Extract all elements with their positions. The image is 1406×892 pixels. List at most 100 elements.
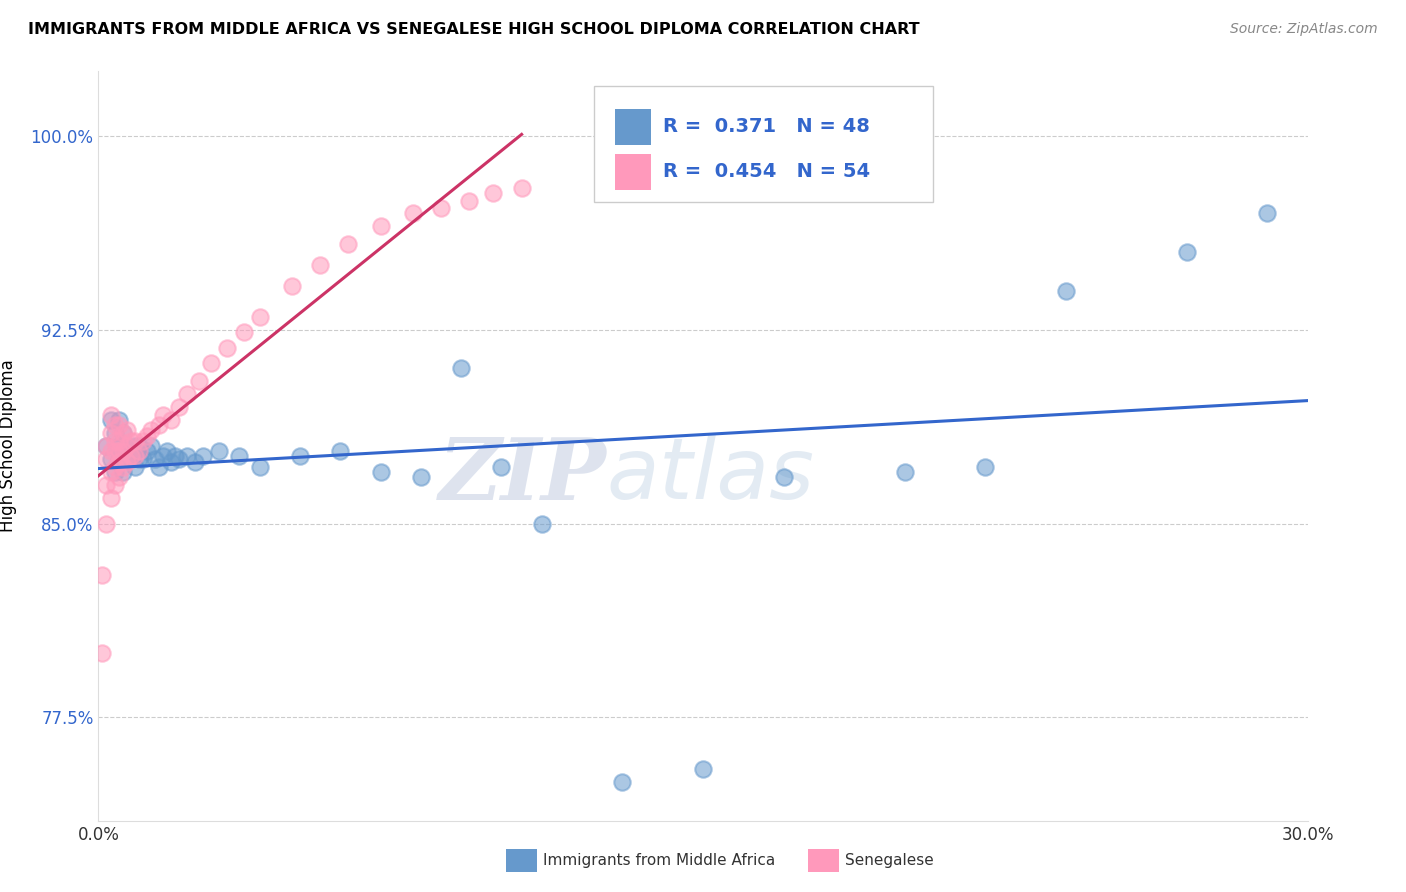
Y-axis label: High School Diploma: High School Diploma <box>0 359 17 533</box>
Text: IMMIGRANTS FROM MIDDLE AFRICA VS SENEGALESE HIGH SCHOOL DIPLOMA CORRELATION CHAR: IMMIGRANTS FROM MIDDLE AFRICA VS SENEGAL… <box>28 22 920 37</box>
Point <box>337 237 360 252</box>
Text: R =  0.454   N = 54: R = 0.454 N = 54 <box>664 161 870 180</box>
Point <box>100 408 122 422</box>
Point <box>228 450 250 464</box>
Point <box>91 568 114 582</box>
Point <box>1256 206 1278 220</box>
Point <box>103 444 125 458</box>
Point <box>107 470 129 484</box>
Point <box>103 459 125 474</box>
Point <box>103 434 125 448</box>
Point <box>115 454 138 468</box>
Text: Senegalese: Senegalese <box>845 854 934 868</box>
Point <box>115 439 138 453</box>
Point <box>103 426 125 441</box>
Point <box>111 426 134 441</box>
Text: ZIP: ZIP <box>439 434 606 517</box>
Point <box>124 450 146 464</box>
Point <box>100 465 122 479</box>
Point <box>96 439 118 453</box>
Point <box>232 326 254 340</box>
Point <box>120 434 142 448</box>
Point <box>111 459 134 474</box>
Point <box>184 454 207 468</box>
Point <box>100 491 122 505</box>
Point <box>249 459 271 474</box>
Point <box>1054 284 1077 298</box>
Text: Source: ZipAtlas.com: Source: ZipAtlas.com <box>1230 22 1378 37</box>
Point <box>103 418 125 433</box>
Point <box>107 439 129 453</box>
Point <box>115 451 138 466</box>
Point <box>139 439 162 453</box>
Point <box>96 477 118 491</box>
Text: atlas: atlas <box>606 434 814 517</box>
Text: Immigrants from Middle Africa: Immigrants from Middle Africa <box>543 854 775 868</box>
Point <box>370 219 392 234</box>
Point <box>100 413 122 427</box>
Point <box>217 341 239 355</box>
Point <box>128 439 150 453</box>
Point <box>458 194 481 208</box>
Point <box>208 444 231 458</box>
Point <box>132 434 155 448</box>
FancyBboxPatch shape <box>614 109 651 145</box>
Point <box>409 470 432 484</box>
Point <box>167 451 190 466</box>
Point <box>163 450 186 464</box>
Point <box>772 470 794 484</box>
Point <box>160 454 183 468</box>
Point <box>176 450 198 464</box>
Point <box>91 646 114 660</box>
Point <box>530 516 553 531</box>
Point <box>115 439 138 453</box>
Point <box>107 454 129 468</box>
Point <box>96 451 118 466</box>
Point <box>132 451 155 466</box>
Point <box>103 477 125 491</box>
Point <box>148 459 170 474</box>
Point <box>176 387 198 401</box>
Point <box>152 408 174 422</box>
Point <box>612 775 634 789</box>
Point <box>309 258 332 272</box>
Point <box>249 310 271 324</box>
Point <box>124 434 146 448</box>
Point <box>107 418 129 433</box>
Point <box>128 451 150 466</box>
Point <box>510 180 533 194</box>
Point <box>402 206 425 220</box>
Point <box>124 459 146 474</box>
Point <box>974 459 997 474</box>
Point <box>111 444 134 458</box>
Point <box>120 450 142 464</box>
Point <box>100 444 122 458</box>
Point <box>139 424 162 438</box>
Point <box>281 278 304 293</box>
Point <box>370 465 392 479</box>
Point <box>1175 245 1198 260</box>
Point <box>107 434 129 448</box>
Point <box>115 424 138 438</box>
Text: R =  0.371   N = 48: R = 0.371 N = 48 <box>664 117 870 136</box>
Point <box>100 426 122 441</box>
FancyBboxPatch shape <box>595 87 932 202</box>
Point <box>135 428 157 442</box>
Point <box>107 444 129 458</box>
Point <box>430 202 453 216</box>
Point <box>450 361 472 376</box>
Point <box>107 413 129 427</box>
Point <box>156 444 179 458</box>
Point <box>152 450 174 464</box>
Point <box>482 186 505 200</box>
Point <box>148 418 170 433</box>
Point <box>128 444 150 458</box>
Point <box>96 516 118 531</box>
Point <box>188 375 211 389</box>
Point <box>167 401 190 415</box>
Point <box>288 450 311 464</box>
Point <box>143 451 166 466</box>
Point <box>107 451 129 466</box>
Point <box>160 413 183 427</box>
Point <box>103 465 125 479</box>
